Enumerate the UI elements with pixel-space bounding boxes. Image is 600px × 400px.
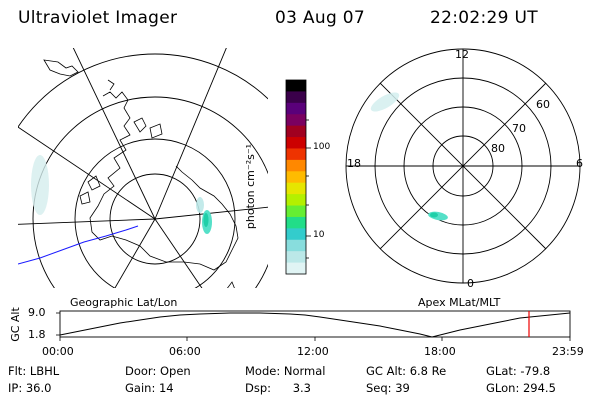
longitude-line bbox=[114, 218, 156, 288]
app-title: Ultraviolet Imager bbox=[18, 8, 178, 28]
time-label: 22:02:29 UT bbox=[430, 8, 538, 28]
latitude-circle bbox=[74, 138, 236, 288]
mode-status: Mode: Normal bbox=[245, 364, 325, 378]
mlt-label-bottom: 0 bbox=[467, 277, 474, 290]
mlt-aurora-emission bbox=[370, 92, 448, 221]
colorbar-segment bbox=[286, 137, 306, 149]
glon-status: GLon: 294.5 bbox=[486, 381, 556, 395]
colorbar-segment bbox=[286, 239, 306, 252]
mode-value: Normal bbox=[283, 364, 326, 378]
dsp-label: Dsp: bbox=[245, 381, 272, 395]
dsp-value: 3.3 bbox=[292, 381, 311, 395]
latitude-circle bbox=[109, 173, 201, 265]
seq-label: Seq: bbox=[366, 381, 392, 395]
latitude-circle bbox=[18, 53, 268, 128]
mlt-label-top: 12 bbox=[455, 48, 469, 61]
colorbar-segment bbox=[286, 114, 306, 127]
longitude-line bbox=[154, 206, 268, 220]
colorbar-segment bbox=[286, 216, 306, 229]
geographic-map bbox=[18, 48, 268, 288]
colorbar-segment bbox=[286, 182, 306, 195]
glat-label: GLat: bbox=[486, 364, 517, 378]
geographic-caption: Geographic Lat/Lon bbox=[70, 296, 178, 309]
altitude-tick-low: 1.8 bbox=[28, 328, 46, 341]
glat-status: GLat: -79.8 bbox=[486, 364, 550, 378]
colorbar-segment bbox=[286, 205, 306, 218]
filter-label: Flt: bbox=[8, 364, 27, 378]
colorbar bbox=[286, 80, 306, 275]
longitude-line bbox=[18, 218, 156, 225]
mlat-label-80: 80 bbox=[491, 142, 505, 155]
seq-status: Seq: 39 bbox=[366, 381, 410, 395]
filter-value: LBHL bbox=[29, 364, 60, 378]
ip-status: IP: 36.0 bbox=[8, 381, 51, 395]
time-tick-3: 18:00 bbox=[424, 345, 456, 358]
altitude-axis-label: GC Alt bbox=[8, 307, 22, 342]
mlt-label-left: 18 bbox=[347, 157, 361, 170]
glon-label: GLon: bbox=[486, 381, 520, 395]
colorbar-segment bbox=[286, 251, 306, 264]
altitude-plot bbox=[56, 310, 571, 341]
door-status: Door: Open bbox=[125, 364, 191, 378]
longitude-line bbox=[154, 218, 203, 288]
glat-value: -79.8 bbox=[520, 364, 551, 378]
gain-value: 14 bbox=[158, 381, 174, 395]
colorbar-segment bbox=[286, 194, 306, 207]
altitude-curve bbox=[59, 312, 571, 338]
time-tick-4: 23:59 bbox=[552, 345, 584, 358]
ip-label: IP: bbox=[8, 381, 23, 395]
latitude-circle bbox=[32, 96, 268, 288]
ip-value: 36.0 bbox=[25, 381, 52, 395]
longitude-line bbox=[72, 48, 156, 220]
colorbar-segment bbox=[286, 148, 306, 161]
gcalt-status: GC Alt: 6.8 Re bbox=[366, 364, 446, 378]
time-tick-0: 00:00 bbox=[42, 345, 74, 358]
glon-value: 294.5 bbox=[522, 381, 556, 395]
mlt-label-right: 6 bbox=[576, 157, 583, 170]
apex-caption: Apex MLat/MLT bbox=[418, 296, 501, 309]
mlt-meridian-diag bbox=[379, 82, 547, 250]
satellite-ground-track bbox=[18, 225, 139, 265]
dsp-status: Dsp: 3.3 bbox=[245, 381, 311, 395]
door-label: Door: bbox=[125, 364, 157, 378]
mlat-mlt-plot bbox=[345, 48, 581, 284]
colorbar-segment bbox=[286, 125, 306, 138]
colorbar-segment bbox=[286, 228, 306, 241]
aurora-emission bbox=[31, 155, 212, 234]
date-label: 03 Aug 07 bbox=[275, 8, 365, 28]
colorbar-segment bbox=[286, 262, 306, 275]
colorbar-tick-100: 100 bbox=[313, 142, 331, 152]
longitude-line bbox=[18, 126, 156, 220]
gcalt-label: GC Alt: bbox=[366, 364, 407, 378]
mlat-label-70: 70 bbox=[512, 122, 526, 135]
gcalt-value: 6.8 Re bbox=[409, 364, 447, 378]
gain-status: Gain: 14 bbox=[125, 381, 174, 395]
colorbar-tick-10: 10 bbox=[313, 230, 325, 240]
mlat-label-60: 60 bbox=[536, 98, 550, 111]
time-tick-2: 12:00 bbox=[297, 345, 329, 358]
mode-label: Mode: bbox=[245, 364, 281, 378]
time-tick-1: 06:00 bbox=[169, 345, 201, 358]
seq-value: 39 bbox=[395, 381, 410, 395]
colorbar-segment bbox=[286, 80, 306, 92]
colorbar-segment bbox=[286, 171, 306, 184]
altitude-tick-high: 9.0 bbox=[28, 306, 46, 319]
filter-status: Flt: LBHL bbox=[8, 364, 59, 378]
colorbar-segment bbox=[286, 159, 306, 172]
coastline bbox=[43, 59, 239, 288]
colorbar-segment bbox=[286, 91, 306, 104]
door-value: Open bbox=[159, 364, 191, 378]
longitude-line bbox=[154, 48, 227, 220]
gain-label: Gain: bbox=[125, 381, 156, 395]
colorbar-segment bbox=[286, 102, 306, 115]
colorbar-label: photon cm⁻²s⁻¹ bbox=[244, 143, 258, 230]
